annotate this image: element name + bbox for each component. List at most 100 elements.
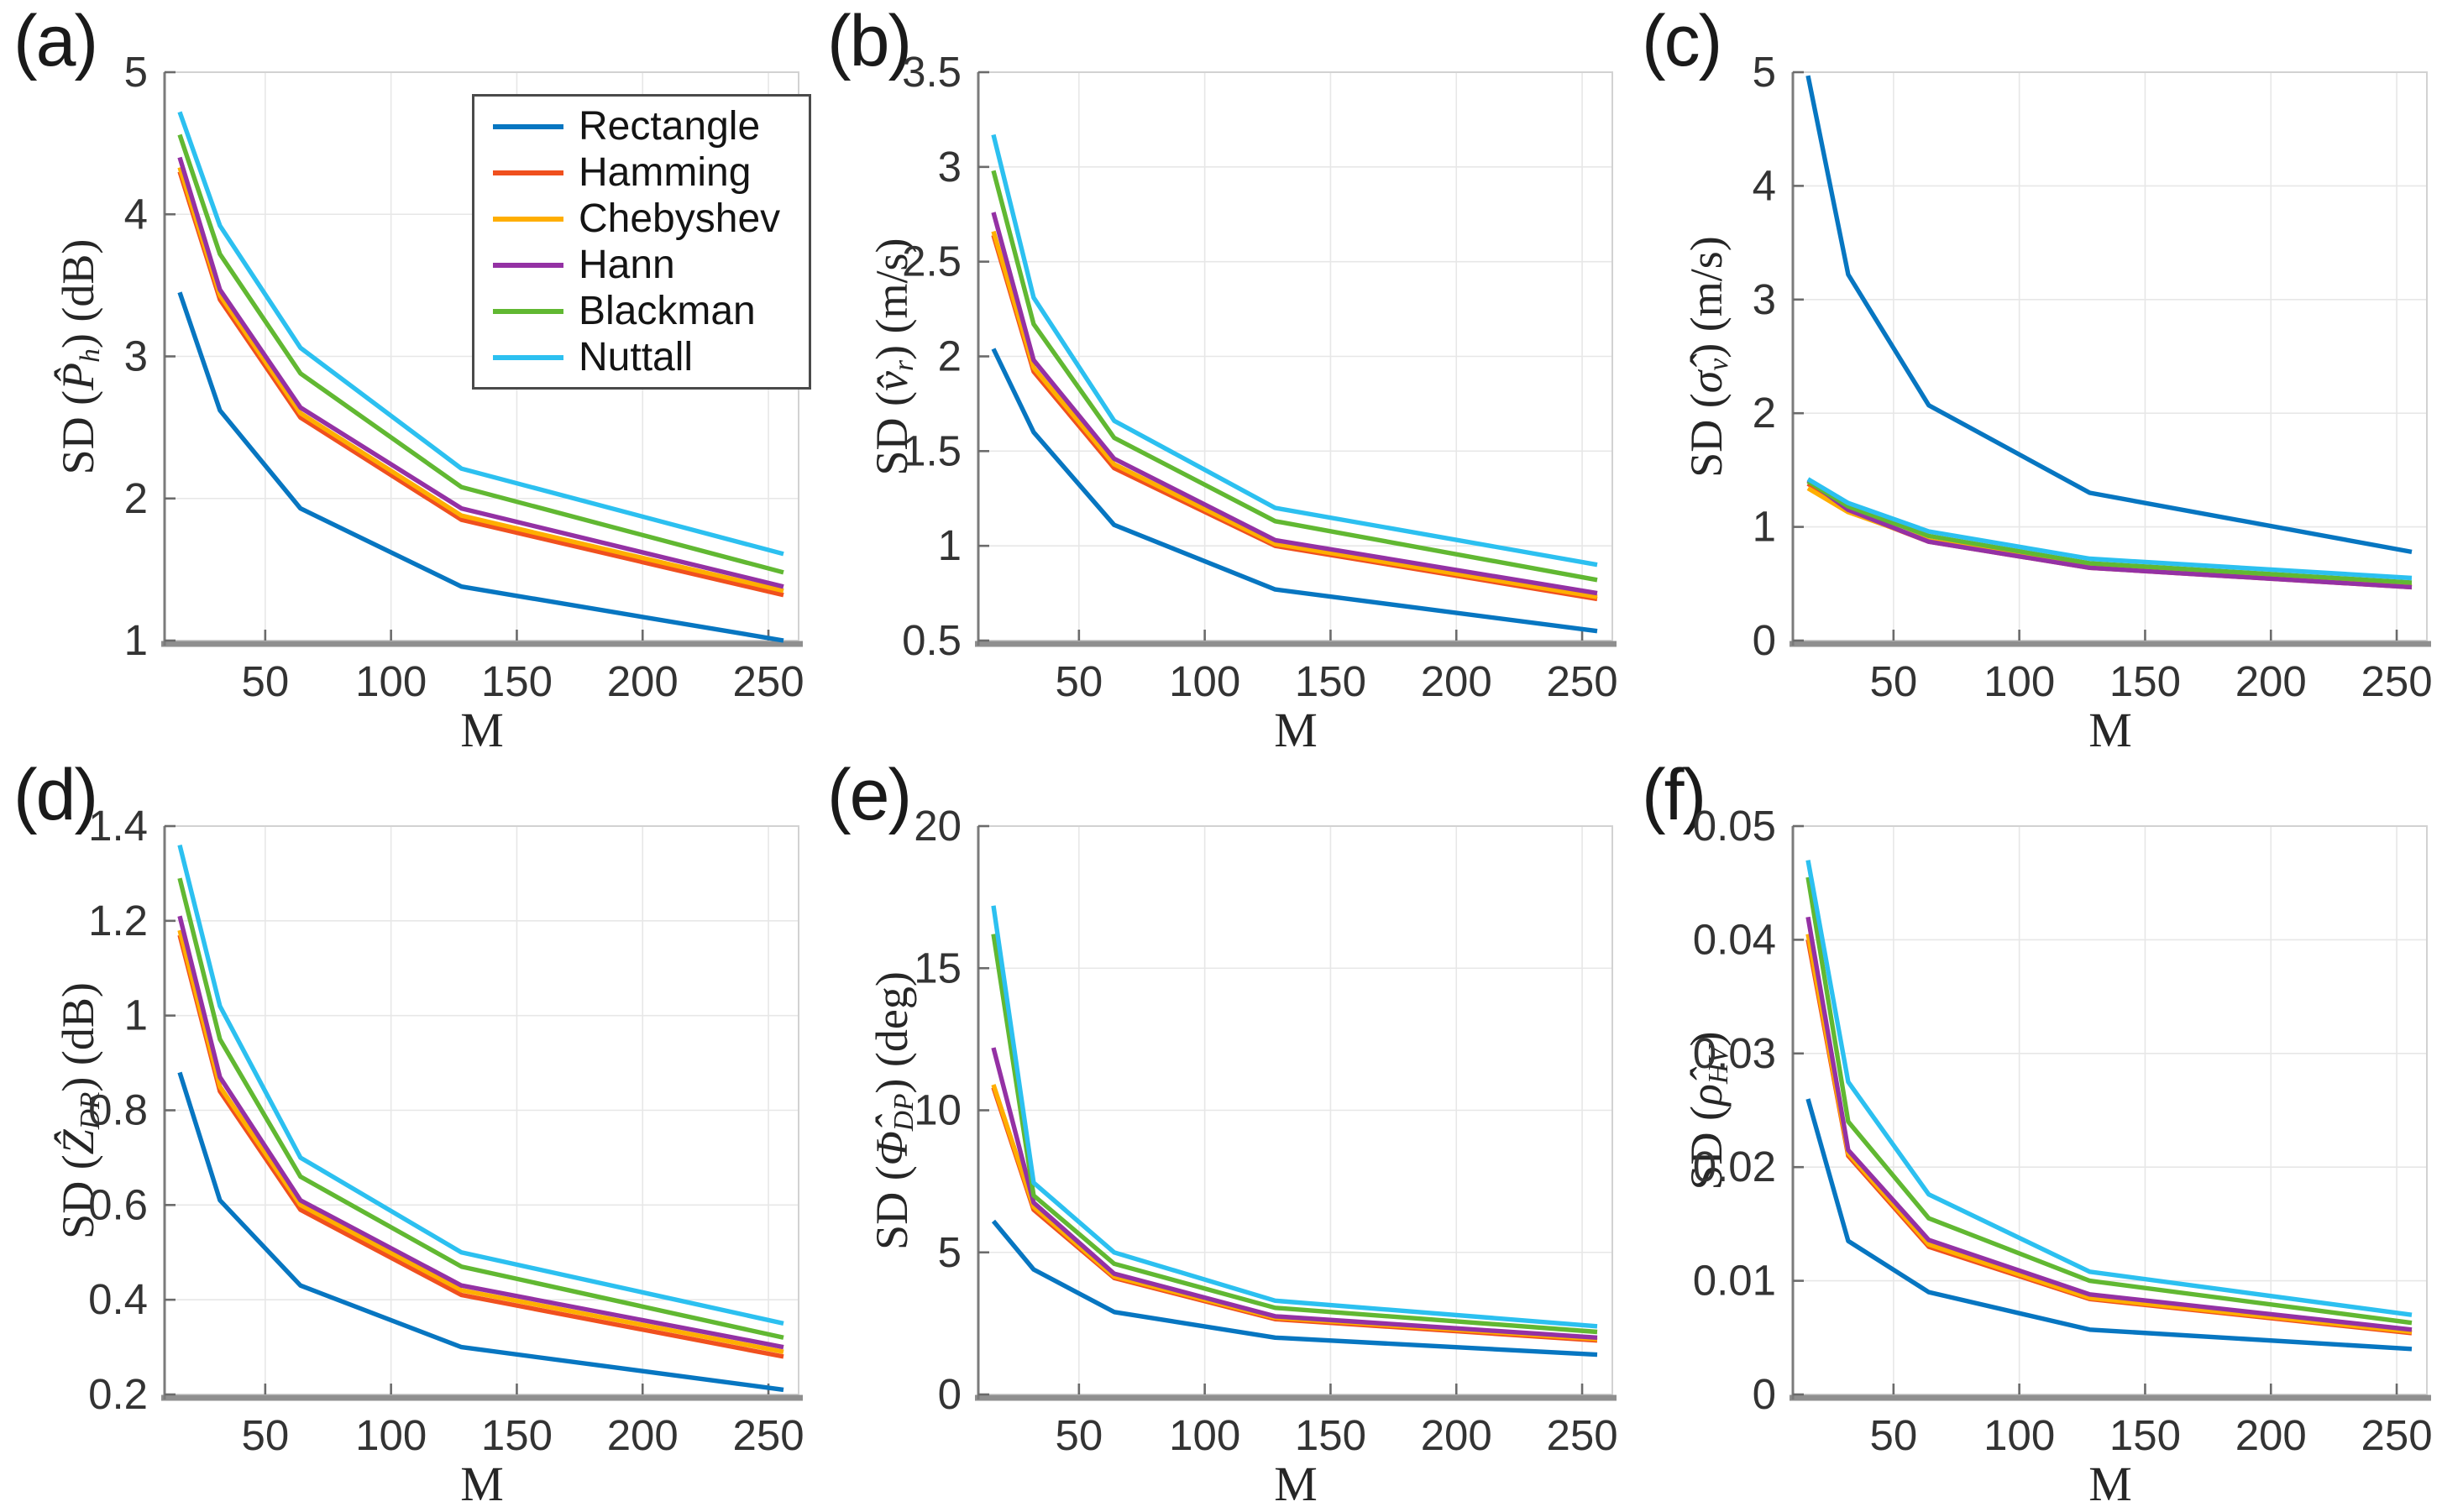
- series-line-hann: [1805, 916, 2413, 1332]
- series-line-hann: [177, 156, 784, 589]
- y-tick-label: 15: [914, 944, 962, 991]
- y-tick-label: 5: [124, 48, 148, 96]
- y-tick-label: 0: [1753, 616, 1776, 664]
- y-tick-label: 1.5: [902, 426, 962, 474]
- y-tick-label: 2: [124, 474, 148, 522]
- series-line-blackman: [177, 877, 784, 1340]
- y-tick-label: 3: [938, 143, 962, 191]
- panel-label-f: (f): [1642, 755, 1706, 835]
- series-line-nuttall: [991, 133, 1598, 568]
- panel-label-b: (b): [827, 1, 912, 81]
- x-tick-label: 50: [1055, 1411, 1103, 1459]
- chart-canvas-e: 50 100 150 200 250 0 5 10 15 20: [914, 802, 1618, 1459]
- series-line-nuttall: [1805, 860, 2413, 1317]
- y-tick-label: 1.4: [88, 802, 148, 850]
- series-line-chebyshev: [177, 929, 784, 1354]
- x-tick-label: 50: [1869, 657, 1917, 705]
- y-tick-label: 1: [124, 616, 148, 664]
- x-tick-label: 250: [1547, 657, 1618, 705]
- y-tick-label: 4: [124, 190, 148, 238]
- legend-item-hamming: Hamming: [493, 149, 809, 196]
- legend-line-hann-icon: [493, 262, 563, 268]
- legend-line-blackman-icon: [493, 308, 563, 314]
- x-tick-label: 150: [2109, 657, 2181, 705]
- y-tick-label: 0: [938, 1370, 962, 1418]
- x-tick-label: 50: [1869, 1411, 1917, 1459]
- series-line-nuttall: [991, 905, 1598, 1329]
- legend-label-hann: Hann: [579, 243, 675, 287]
- y-tick-label: 20: [914, 802, 962, 850]
- y-tick-label: 3: [1753, 275, 1776, 323]
- x-tick-label: 250: [2361, 657, 2433, 705]
- y-tick-label: 0.4: [88, 1275, 148, 1323]
- x-tick-label: 100: [355, 1411, 427, 1459]
- series-line-hann: [991, 212, 1598, 596]
- y-tick-label: 0: [1753, 1370, 1776, 1418]
- series-line-chebyshev: [991, 230, 1598, 599]
- y-tick-label: 0.03: [1693, 1029, 1776, 1077]
- legend-label-hamming: Hamming: [579, 150, 752, 195]
- x-axis-label-a: M: [460, 703, 504, 757]
- legend-line-hamming-icon: [493, 170, 563, 175]
- x-tick-label: 150: [1295, 1411, 1366, 1459]
- y-tick-label: 0.04: [1693, 915, 1776, 963]
- legend-item-rectangle: Rectangle: [493, 103, 809, 149]
- y-tick-label: 2: [938, 332, 962, 380]
- series-line-rectangle: [991, 348, 1598, 634]
- legend-item-hann: Hann: [493, 242, 809, 288]
- series-line-blackman: [1805, 876, 2413, 1326]
- x-axis-label-d: M: [460, 1457, 504, 1511]
- y-tick-label: 1.2: [88, 897, 148, 944]
- y-tick-label: 2: [1753, 389, 1776, 437]
- y-tick-label: 0.6: [88, 1180, 148, 1228]
- legend-label-nuttall: Nuttall: [579, 335, 694, 379]
- x-tick-label: 100: [1169, 657, 1240, 705]
- x-tick-label: 100: [1983, 657, 2055, 705]
- x-tick-label: 150: [2109, 1411, 2181, 1459]
- series-line-blackman: [991, 934, 1598, 1335]
- legend-line-chebyshev-icon: [493, 216, 563, 222]
- series-line-nuttall: [177, 111, 784, 557]
- series-line-hann: [177, 915, 784, 1350]
- y-tick-label: 10: [914, 1086, 962, 1134]
- series-line-rectangle: [177, 1071, 784, 1393]
- x-tick-label: 250: [1547, 1411, 1618, 1459]
- y-tick-label: 0.05: [1693, 802, 1776, 850]
- x-axis-label-f: M: [2088, 1457, 2132, 1511]
- series-line-blackman: [1806, 479, 2413, 585]
- panel-label-a: (a): [13, 1, 98, 81]
- y-tick-label: 5: [1753, 48, 1776, 96]
- x-tick-label: 200: [607, 1411, 679, 1459]
- x-tick-label: 200: [2235, 657, 2307, 705]
- series-line-rectangle: [1805, 1098, 2413, 1352]
- x-tick-label: 100: [355, 657, 427, 705]
- legend-item-chebyshev: Chebyshev: [493, 196, 809, 242]
- y-tick-label: 5: [938, 1228, 962, 1276]
- x-axis-label-e: M: [1274, 1457, 1318, 1511]
- panel-d: (d) SD (ẐDR) (dB) 50 100 150 200 250 0.2 0.4 0…: [0, 754, 814, 1511]
- x-tick-label: 250: [733, 657, 804, 705]
- x-tick-label: 200: [607, 657, 679, 705]
- x-tick-label: 150: [1295, 657, 1366, 705]
- panel-f: (f) SD (ρ̂HV) 50 100 150 200 250 0 0.01 0.02 0.0…: [1628, 754, 2442, 1511]
- x-tick-label: 150: [481, 1411, 553, 1459]
- y-tick-label: 4: [1753, 161, 1776, 209]
- x-tick-label: 200: [2235, 1411, 2307, 1459]
- y-tick-label: 3: [124, 332, 148, 380]
- x-tick-label: 50: [1055, 657, 1103, 705]
- chart-canvas-c: 50 100 150 200 250 0 1 2 3 4 5: [1753, 48, 2433, 705]
- x-tick-label: 100: [1983, 1411, 2055, 1459]
- panel-b: (b) SD (v̂r) (m/s) 50 100 150 200 250 0.5 1 1.5…: [814, 0, 1627, 757]
- panel-label-d: (d): [13, 755, 98, 835]
- panel-e: (e) SD (Φ̂DP) (deg) 50 100 150 200 250 0 5 10 15…: [814, 754, 1627, 1511]
- series-line-blackman: [177, 133, 784, 575]
- x-tick-label: 250: [733, 1411, 804, 1459]
- plot-box: [1792, 825, 2428, 1395]
- legend-item-blackman: Blackman: [493, 288, 809, 334]
- y-tick-label: 0.02: [1693, 1143, 1776, 1190]
- chart-canvas-d: 50 100 150 200 250 0.2 0.4 0.6 0.8 1 1.2 1.4: [88, 802, 804, 1459]
- x-tick-label: 50: [241, 657, 289, 705]
- chart-canvas-b: 50 100 150 200 250 0.5 1 1.5 2 2.5 3 3.5: [902, 48, 1618, 705]
- panel-a: (a) SD (P̂h) (dB) 50 100 150 200 250 1 2 3 4 5 M …: [0, 0, 814, 757]
